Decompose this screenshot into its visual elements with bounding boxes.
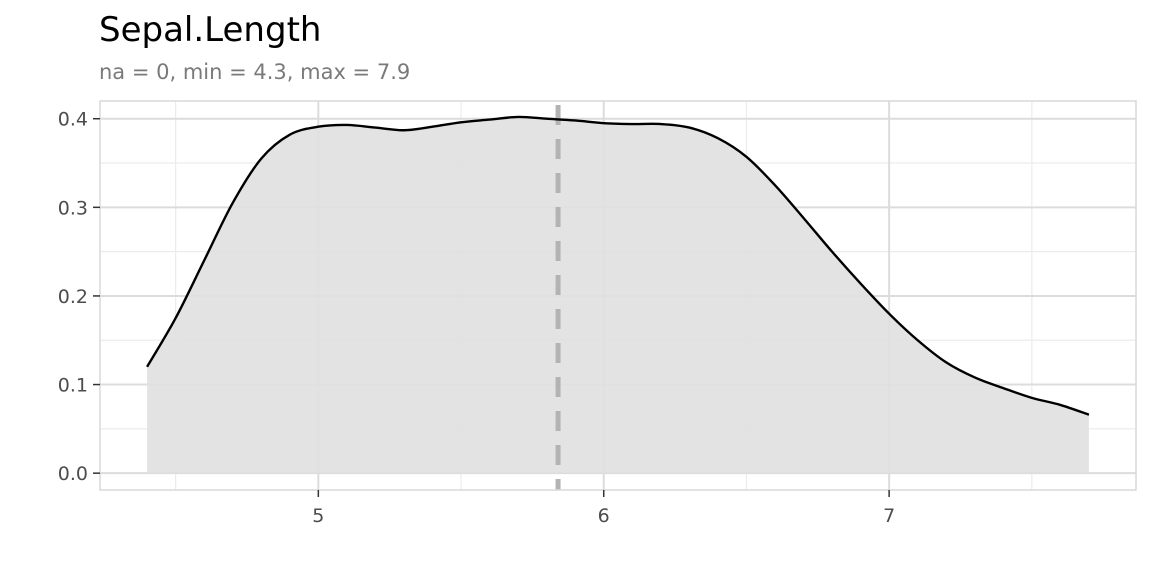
y-axis: 0.0 0.1 0.2 0.3 0.4 xyxy=(58,109,100,485)
density-area-layer xyxy=(147,116,1089,474)
y-tick-label: 0.3 xyxy=(58,197,88,219)
y-tick-label: 0.2 xyxy=(58,286,88,308)
x-tick-label: 6 xyxy=(598,505,610,527)
x-tick-label: 5 xyxy=(312,505,324,527)
y-tick-label: 0.0 xyxy=(58,463,88,485)
chart-title: Sepal.Length xyxy=(99,10,321,50)
density-area xyxy=(147,116,1089,474)
chart-subtitle: na = 0, min = 4.3, max = 7.9 xyxy=(99,60,410,84)
x-axis: 5 6 7 xyxy=(312,490,895,527)
density-curve xyxy=(146,115,1090,416)
y-tick-label: 0.4 xyxy=(58,109,88,131)
x-tick-label: 7 xyxy=(883,505,895,527)
y-tick-label: 0.1 xyxy=(58,375,88,397)
density-curve-layer xyxy=(146,115,1090,416)
